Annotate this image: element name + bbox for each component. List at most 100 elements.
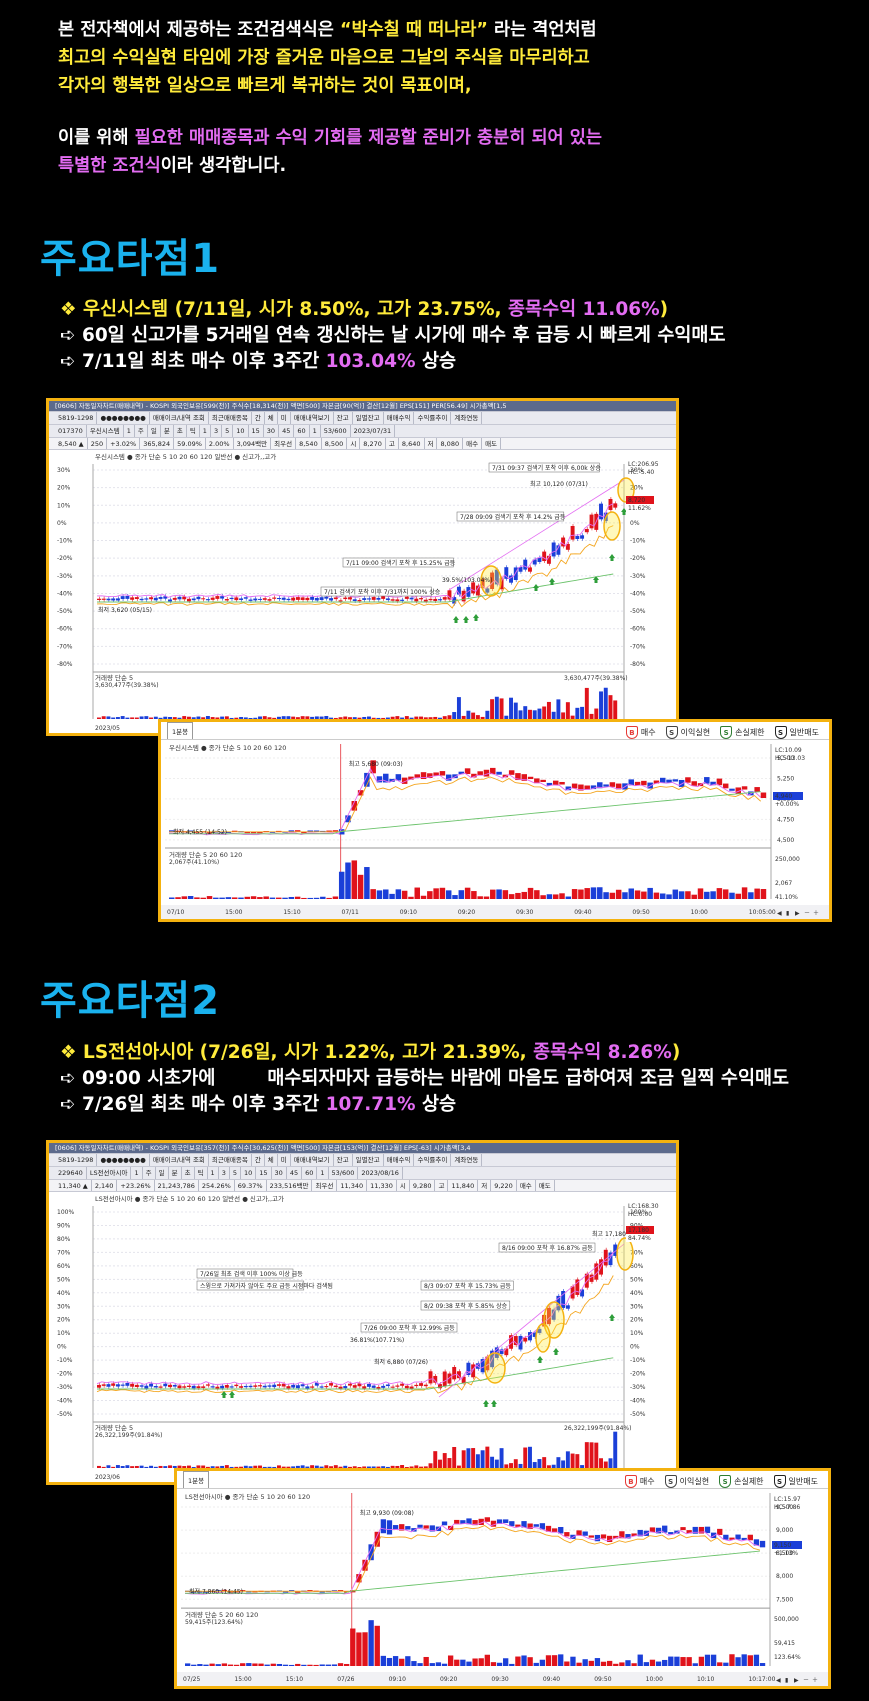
toolbar-item[interactable]: 2,140: [92, 1180, 118, 1191]
toolbar-item[interactable]: 매매이크/내역 조회: [150, 1154, 209, 1166]
toolbar-item[interactable]: 우신시스템: [87, 425, 124, 437]
toolbar-item[interactable]: 2.00%: [206, 438, 234, 449]
toolbar-item[interactable]: 수익률추이: [414, 1154, 452, 1166]
toolbar-item[interactable]: 10: [233, 425, 249, 437]
toolbar-item[interactable]: 매매내역보기: [291, 1154, 334, 1166]
toolbar-item[interactable]: 일별잔고: [353, 412, 384, 424]
toolbar-item[interactable]: 8,080: [437, 438, 464, 449]
toolbar-item[interactable]: 매수: [517, 1180, 536, 1191]
toolbar-item[interactable]: +3.02%: [107, 438, 141, 449]
toolbar-item[interactable]: 일: [148, 425, 161, 437]
toolbar-item[interactable]: 주: [143, 1167, 156, 1179]
toolbar-item[interactable]: 최근매매종목: [209, 1154, 252, 1166]
toolbar-item[interactable]: 최우선: [312, 1180, 338, 1191]
toolbar-item[interactable]: 체: [265, 412, 278, 424]
toolbar-item[interactable]: 시: [397, 1180, 410, 1191]
toolbar-item[interactable]: 2023/08/16: [358, 1167, 403, 1179]
toolbar-item[interactable]: LS전선아시아: [87, 1167, 132, 1179]
toolbar-item[interactable]: 229640: [55, 1167, 87, 1179]
toolbar-item[interactable]: 45: [287, 1167, 303, 1179]
toolbar-item[interactable]: 저: [425, 438, 438, 449]
toolbar-item[interactable]: 수익률추이: [414, 412, 452, 424]
toolbar-item[interactable]: 일별잔고: [353, 1154, 384, 1166]
toolbar-item[interactable]: 21,243,786: [155, 1180, 199, 1191]
chart-toolbar-1[interactable]: 5819-1298 ●●●●●●●● 매매이크/내역 조회 최근매매종목 간 체 미 매매내역…: [49, 1154, 676, 1167]
toolbar-item[interactable]: 주: [135, 425, 148, 437]
toolbar-item[interactable]: 53/600: [321, 425, 351, 437]
toolbar-item[interactable]: 계좌연동: [451, 412, 483, 424]
toolbar-item[interactable]: 초: [174, 425, 187, 437]
toolbar-item[interactable]: 1: [200, 425, 211, 437]
toolbar-item[interactable]: 매매내역보기: [291, 412, 334, 424]
tab-1min[interactable]: 1분봉: [183, 1471, 210, 1488]
toolbar-item[interactable]: 미: [278, 412, 291, 424]
toolbar-item[interactable]: 5819-1298: [55, 1154, 98, 1166]
toolbar-item[interactable]: 1: [317, 1167, 329, 1179]
toolbar-item[interactable]: 최근매매종목: [209, 412, 252, 424]
chart-toolbar-2[interactable]: 017370 우신시스템 1 주 일 분 초 틱 1 3 5 10 15 30 45 60 1 53/600 202…: [49, 425, 676, 438]
toolbar-item[interactable]: 11,340 ▲: [55, 1180, 92, 1191]
toolbar-item[interactable]: 250: [88, 438, 108, 449]
toolbar-item[interactable]: 30: [272, 1167, 287, 1179]
toolbar-item[interactable]: 60: [294, 425, 310, 437]
toolbar-item[interactable]: ●●●●●●●●: [97, 1154, 150, 1166]
toolbar-item[interactable]: 15: [256, 1167, 272, 1179]
toolbar-item[interactable]: 45: [279, 425, 295, 437]
toolbar-item[interactable]: 잔고: [334, 1154, 353, 1166]
toolbar-item[interactable]: 11,330: [367, 1180, 397, 1191]
toolbar-item[interactable]: 분: [169, 1167, 182, 1179]
toolbar-item[interactable]: 잔고: [334, 412, 353, 424]
toolbar-item[interactable]: 11,340: [337, 1180, 368, 1191]
toolbar-item[interactable]: 간: [252, 412, 265, 424]
toolbar-item[interactable]: 간: [252, 1154, 265, 1166]
toolbar-item[interactable]: 일: [156, 1167, 169, 1179]
toolbar-item[interactable]: 매매이크/내역 조회: [150, 412, 209, 424]
toolbar-item[interactable]: 8,640: [399, 438, 425, 449]
toolbar-item[interactable]: 5: [230, 1167, 241, 1179]
toolbar-item[interactable]: 8,500: [322, 438, 348, 449]
toolbar-item[interactable]: 10: [241, 1167, 257, 1179]
toolbar-item[interactable]: 8,270: [360, 438, 386, 449]
toolbar-item[interactable]: 1: [208, 1167, 219, 1179]
toolbar-item[interactable]: 3,094백만: [234, 438, 272, 449]
toolbar-item[interactable]: 매매수익: [384, 1154, 415, 1166]
toolbar-item[interactable]: 11,840: [448, 1180, 479, 1191]
toolbar-item[interactable]: 365,824: [140, 438, 175, 449]
toolbar-item[interactable]: 체: [265, 1154, 278, 1166]
chart-toolbar-2[interactable]: 229640 LS전선아시아 1 주 일 분 초 틱 1 3 5 10 15 30 45 60 1 53/600 2…: [49, 1167, 676, 1180]
toolbar-item[interactable]: 틱: [187, 425, 200, 437]
toolbar-item[interactable]: 5819-1298: [55, 412, 98, 424]
toolbar-item[interactable]: 최우선: [271, 438, 297, 449]
toolbar-item[interactable]: 1: [124, 425, 135, 437]
toolbar-item[interactable]: 초: [182, 1167, 195, 1179]
toolbar-item[interactable]: 8,540 ▲: [55, 438, 88, 449]
toolbar-item[interactable]: 233,516백만: [267, 1180, 313, 1191]
toolbar-item[interactable]: 매매수익: [384, 412, 415, 424]
toolbar-item[interactable]: 59.09%: [174, 438, 206, 449]
toolbar-item[interactable]: ●●●●●●●●: [97, 412, 150, 424]
toolbar-item[interactable]: 53/600: [329, 1167, 359, 1179]
toolbar-item[interactable]: +23.26%: [117, 1180, 155, 1191]
toolbar-item[interactable]: 2023/07/31: [351, 425, 396, 437]
toolbar-item[interactable]: 8,540: [296, 438, 322, 449]
toolbar-item[interactable]: 3: [219, 1167, 230, 1179]
toolbar-item[interactable]: 계좌연동: [451, 1154, 483, 1166]
toolbar-item[interactable]: 69.37%: [235, 1180, 267, 1191]
toolbar-item[interactable]: 5: [222, 425, 234, 437]
toolbar-item[interactable]: 9,220: [491, 1180, 517, 1191]
toolbar-item[interactable]: 254.26%: [199, 1180, 235, 1191]
toolbar-item[interactable]: 3: [211, 425, 223, 437]
toolbar-item[interactable]: 틱: [195, 1167, 208, 1179]
toolbar-item[interactable]: 15: [249, 425, 264, 437]
toolbar-item[interactable]: 1: [131, 1167, 143, 1179]
toolbar-item[interactable]: 017370: [55, 425, 87, 437]
toolbar-item[interactable]: 분: [161, 425, 174, 437]
toolbar-item[interactable]: 미: [278, 1154, 291, 1166]
toolbar-item[interactable]: 고: [386, 438, 399, 449]
tab-1min[interactable]: 1분봉: [167, 722, 194, 739]
toolbar-item[interactable]: 저: [478, 1180, 492, 1191]
toolbar-item[interactable]: 매수: [463, 438, 483, 449]
toolbar-item[interactable]: 30: [264, 425, 280, 437]
toolbar-item[interactable]: 60: [302, 1167, 318, 1179]
toolbar-item[interactable]: 고: [435, 1180, 449, 1191]
